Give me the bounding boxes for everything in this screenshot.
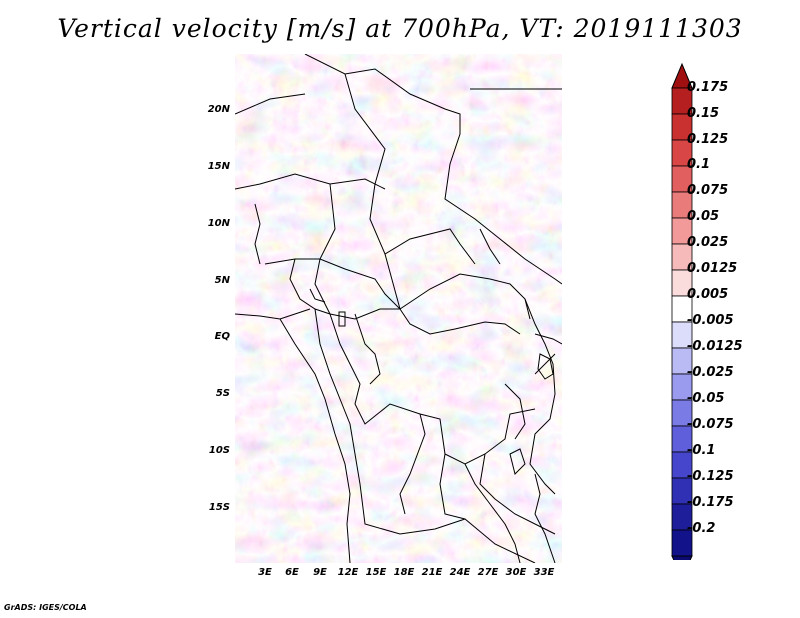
colorbar-label: 0.075 [687,183,729,198]
lon-tick-label: 24E [449,567,471,578]
lon-tick-label: 27E [477,567,499,578]
colorbar [671,62,693,560]
lon-tick-label: 6E [285,567,299,578]
colorbar-label: -0.005 [687,313,734,328]
colorbar-label: -0.125 [687,469,734,484]
lon-tick-label: 18E [393,567,415,578]
colorbar-label: 0.175 [687,80,729,95]
lat-tick-label: EQ [214,331,230,342]
colorbar-label: -0.175 [687,495,734,510]
colorbar-label: -0.05 [687,391,725,406]
colorbar-min-arrow [671,555,693,560]
lat-tick-label: 15N [207,161,230,172]
map-panel [234,53,563,564]
colorbar-label: -0.1 [687,443,716,458]
country-borders [234,53,563,564]
lon-tick-label: 33E [533,567,555,578]
lat-tick-label: 20N [207,104,230,115]
colorbar-label: -0.075 [687,417,734,432]
lon-tick-label: 15E [365,567,387,578]
lat-tick-label: 15S [208,502,230,513]
colorbar-label: -0.025 [687,365,734,380]
lon-tick-label: 12E [337,567,359,578]
colorbar-label: 0.005 [687,287,729,302]
colorbar-label: 0.15 [687,106,720,121]
colorbar-label: -0.0125 [687,339,743,354]
lon-tick-label: 9E [313,567,327,578]
lat-tick-label: 10N [207,218,230,229]
vertical-velocity-field [234,53,563,564]
colorbar-label: 0.05 [687,209,720,224]
colorbar-label: -0.2 [687,521,716,536]
lon-tick-label: 30E [505,567,527,578]
lat-tick-label: 5N [214,275,230,286]
lon-tick-label: 3E [258,567,272,578]
colorbar-label: 0.125 [687,132,729,147]
lon-tick-label: 21E [421,567,443,578]
lat-tick-label: 5S [215,388,230,399]
colorbar-label: 0.0125 [687,261,738,276]
colorbar-label: 0.025 [687,235,729,250]
grads-credit: GrADS: IGES/COLA [4,603,87,612]
map-title: Vertical velocity [m/s] at 700hPa, VT: 2… [57,14,743,43]
lat-tick-label: 10S [208,445,230,456]
colorbar-label: 0.1 [687,157,711,172]
